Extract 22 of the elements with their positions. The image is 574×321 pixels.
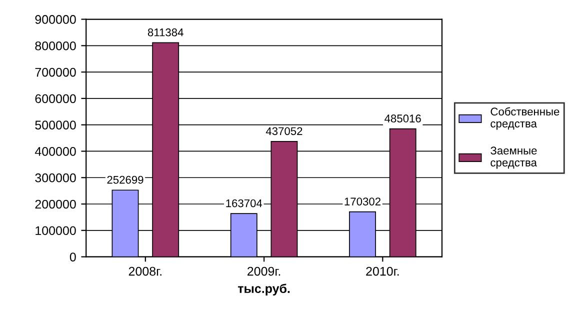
y-tick-label: 0 [70, 252, 76, 262]
y-tick-label: 500000 [35, 120, 76, 130]
x-tick-label: 2010г. [366, 266, 399, 276]
data-label: 811384 [148, 28, 184, 36]
y-tick-label: 300000 [35, 173, 76, 182]
legend-label: Собственные средства [490, 107, 560, 130]
y-tick-label: 600000 [35, 94, 76, 104]
y-tick-label: 800000 [35, 41, 76, 50]
data-label: 437052 [266, 127, 302, 136]
y-tick-label: 400000 [34, 147, 76, 156]
x-tick-label: 2008г. [128, 266, 162, 276]
legend-label: Заемные средства [490, 146, 537, 169]
data-label: 163704 [226, 199, 262, 208]
x-tick-label: 2009г. [248, 266, 280, 276]
x-axis-title: тыс.руб. [238, 284, 290, 296]
y-tick-label: 700000 [35, 68, 76, 77]
data-label: 170302 [344, 198, 380, 206]
y-tick-label: 900000 [35, 15, 76, 24]
data-label: 252699 [107, 176, 144, 184]
y-tick-label: 200000 [35, 200, 76, 209]
y-tick-label: 100000 [36, 226, 76, 236]
data-label: 485016 [384, 114, 421, 122]
